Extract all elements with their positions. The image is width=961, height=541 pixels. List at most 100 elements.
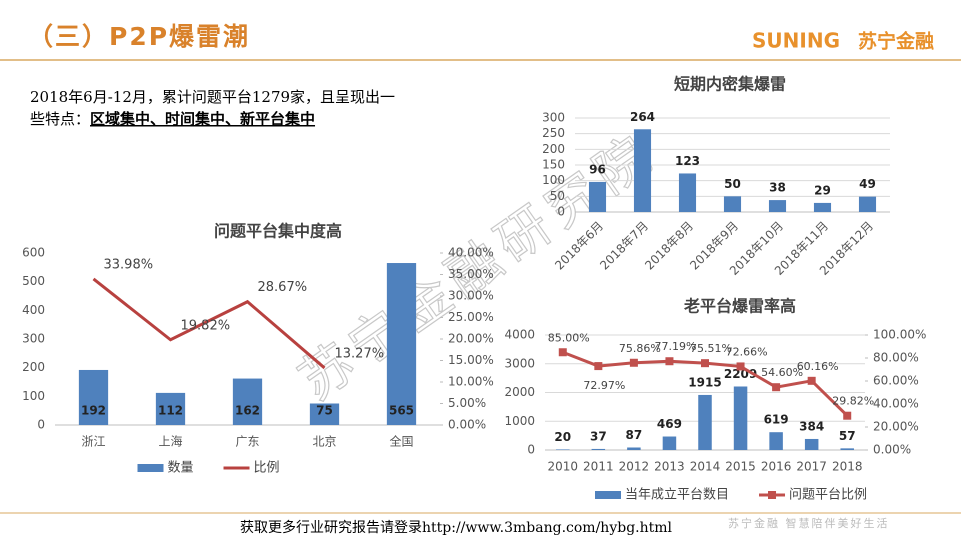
y-tick-label: 50 [550, 189, 565, 203]
line-value-label: 60.16% [797, 360, 839, 373]
x-tick-label: 2013 [654, 460, 685, 474]
bar-value-label: 57 [839, 429, 856, 443]
line-value-label: 19.82% [181, 318, 231, 333]
bar [723, 196, 742, 212]
bar [78, 369, 109, 425]
y2-tick-label: 15.00% [448, 353, 494, 367]
intro-prefix: 些特点： [30, 110, 90, 128]
y-tick-label: 0 [557, 205, 565, 219]
footer-text: 获取更多行业研究报告请登录http://www.3mbang.com/hybg.… [240, 519, 673, 536]
legend-label: 当年成立平台数目 [625, 488, 729, 503]
line-value-label: 72.66% [726, 345, 768, 358]
x-tick-label: 上海 [158, 434, 182, 449]
line-marker [843, 411, 852, 420]
bar-value-label: 469 [657, 417, 682, 431]
line-marker [594, 362, 603, 371]
bar-value-label: 50 [724, 177, 741, 191]
bar [698, 394, 712, 450]
y2-tick-label: 5.00% [448, 396, 486, 410]
y2-tick-label: 10.00% [448, 375, 494, 389]
bar [591, 448, 606, 450]
y-tick-label: 300 [22, 332, 45, 346]
y-tick-label: 100 [22, 389, 45, 403]
y2-tick-label: 60.00% [873, 374, 919, 388]
footer-slogan: 苏宁金融 智慧陪伴美好生活 [728, 516, 890, 530]
legend-swatch [137, 464, 164, 472]
y2-tick-label: 100.00% [873, 328, 926, 342]
bar-value-label: 162 [235, 404, 260, 418]
bar-value-label: 87 [626, 428, 643, 442]
bar [309, 403, 340, 425]
bar-value-label: 96 [589, 162, 606, 176]
line-series [92, 277, 326, 370]
line-value-label: 54.60% [761, 366, 803, 379]
y-tick-label: 100 [542, 173, 565, 187]
chart-title: 短期内密集爆雷 [674, 75, 786, 94]
line-value-label: 72.97% [583, 379, 625, 392]
x-tick-label: 2018 [832, 460, 863, 474]
y-tick-label: 300 [542, 111, 565, 125]
y-tick-label: 0 [527, 443, 535, 457]
bar [556, 449, 570, 450]
y2-tick-label: 20.00% [873, 420, 919, 434]
line-value-label: 13.27% [335, 346, 385, 361]
slide-title: （三）P2P爆雷潮 [28, 22, 250, 51]
bar-value-label: 565 [389, 404, 414, 418]
y-tick-label: 200 [22, 360, 45, 374]
x-tick-label: 北京 [312, 435, 336, 449]
intro-line1: 2018年6月-12月，累计问题平台1279家，且呈现出一 [30, 88, 395, 106]
line-marker [629, 358, 638, 367]
y2-tick-label: 35.00% [448, 267, 494, 281]
bar [769, 432, 783, 450]
bar [840, 448, 854, 450]
y2-tick-label: 0.00% [873, 443, 911, 457]
bar-value-label: 29 [814, 183, 831, 197]
line-marker [772, 383, 781, 392]
y-tick-label: 250 [542, 126, 565, 140]
line-marker [665, 357, 674, 366]
bar-value-label: 49 [859, 177, 876, 191]
bar-value-label: 123 [675, 154, 700, 168]
x-tick-label: 2011 [583, 460, 614, 474]
y-tick-label: 600 [22, 246, 45, 260]
bar [662, 436, 677, 450]
line-value-label: 75.86% [619, 342, 661, 355]
logo-cn: 苏宁金融 [858, 30, 934, 53]
bar [813, 202, 832, 212]
line-value-label: 28.67% [258, 280, 308, 295]
y2-tick-label: 40.00% [873, 397, 919, 411]
y2-tick-label: 40.00% [448, 246, 494, 260]
legend-label: 比例 [254, 461, 280, 476]
bar-value-label: 20 [554, 430, 571, 444]
y-tick-label: 2000 [504, 385, 535, 399]
y-tick-label: 4000 [504, 328, 535, 342]
legend-label: 问题平台比例 [789, 488, 867, 503]
x-tick-label: 2016 [761, 460, 792, 474]
line-value-label: 75.51% [690, 342, 732, 355]
line-marker [558, 348, 567, 357]
y2-tick-label: 20.00% [448, 332, 494, 346]
line-value-label: 85.00% [548, 331, 590, 344]
bar [588, 181, 607, 212]
bar-value-label: 619 [764, 413, 789, 427]
bar-value-label: 264 [630, 110, 655, 124]
x-tick-label: 广东 [235, 435, 259, 449]
bar-value-label: 384 [799, 419, 824, 433]
y2-tick-label: 25.00% [448, 310, 494, 324]
line-marker [807, 376, 816, 385]
x-tick-label: 浙江 [81, 435, 105, 449]
intro-emphasis: 区域集中、时间集中、新平台集中 [90, 110, 315, 128]
y2-tick-label: 80.00% [873, 351, 919, 365]
x-tick-label: 2014 [690, 460, 721, 474]
bar [627, 447, 641, 450]
x-tick-label: 2012 [619, 460, 650, 474]
intro-line2: 些特点：区域集中、时间集中、新平台集中 [30, 110, 315, 128]
chart-title: 问题平台集中度高 [214, 222, 342, 241]
bar-value-label: 192 [81, 404, 106, 418]
legend-swatch [595, 491, 621, 499]
bar-value-label: 37 [590, 429, 607, 443]
x-tick-label: 全国 [389, 434, 413, 449]
bar [386, 263, 417, 425]
y-tick-label: 150 [542, 158, 565, 172]
